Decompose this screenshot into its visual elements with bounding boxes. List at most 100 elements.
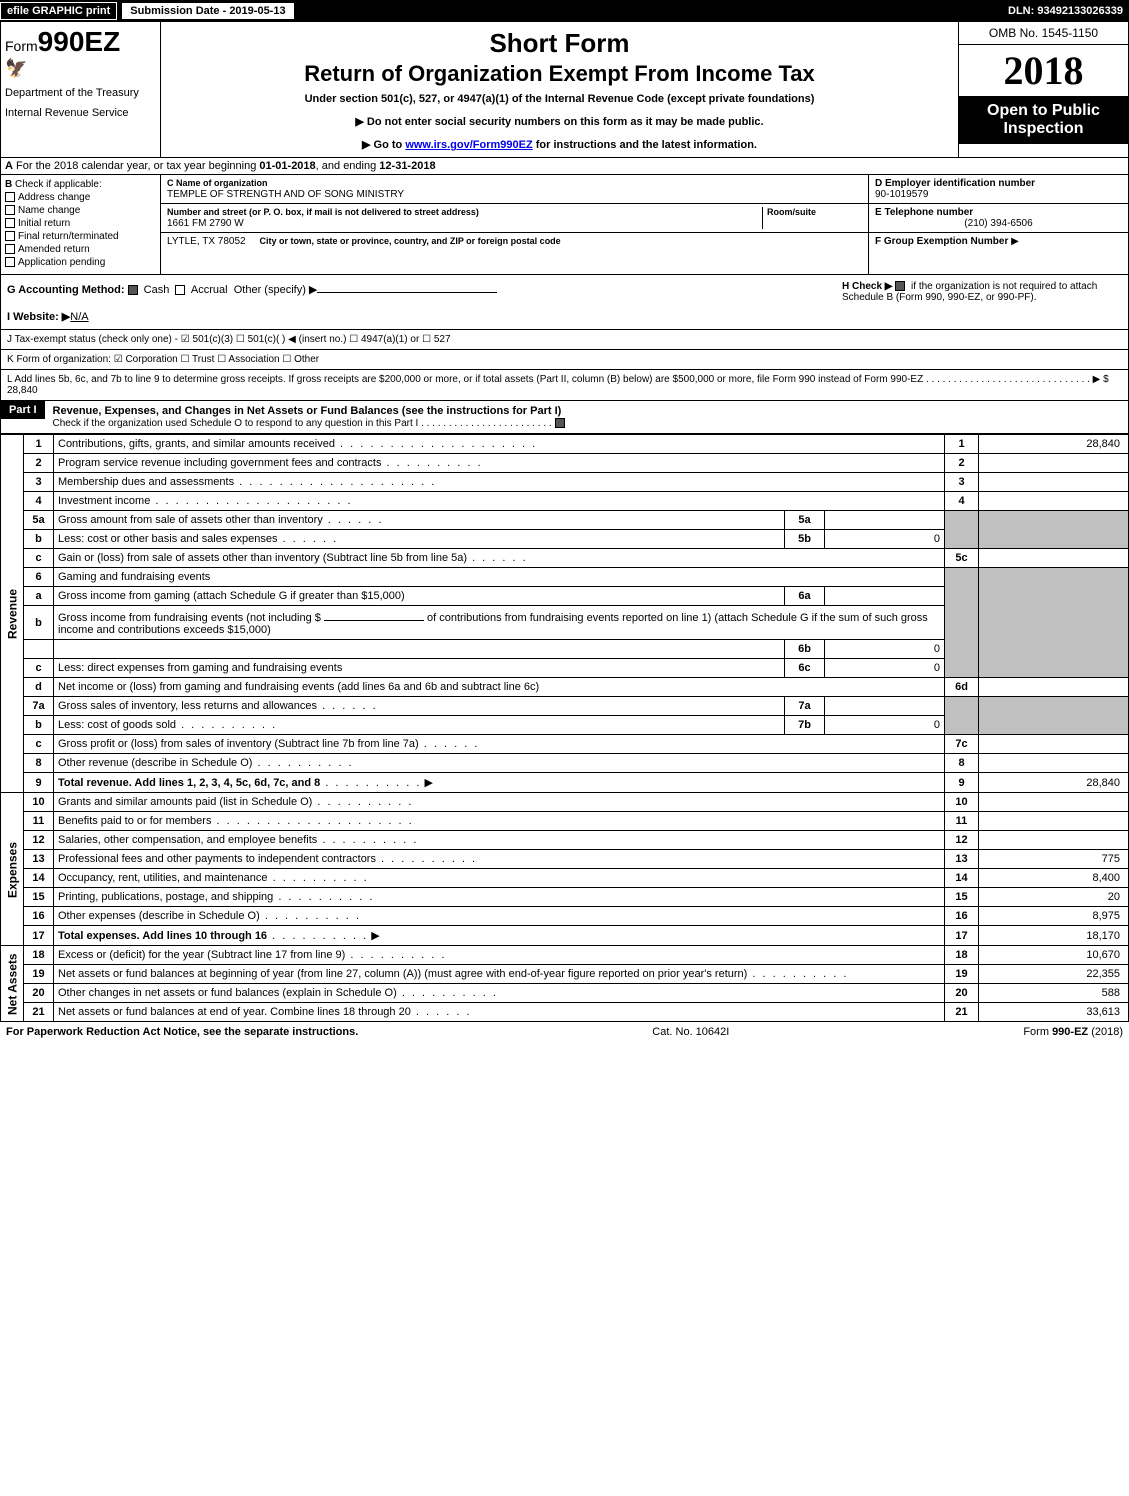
line10-val <box>979 793 1129 812</box>
arrow-line-2: ▶ Go to www.irs.gov/Form990EZ for instru… <box>167 138 952 151</box>
cash-label: Cash <box>144 284 170 296</box>
form-number: 990EZ <box>38 26 121 57</box>
line16-desc: Other expenses (describe in Schedule O) <box>58 910 260 922</box>
amt-num: 17 <box>945 926 979 946</box>
amt-num: 8 <box>945 754 979 773</box>
d-e-f-col: D Employer identification number 90-1019… <box>868 175 1128 274</box>
section-a-pre: For the 2018 calendar year, or tax year … <box>16 160 259 172</box>
cb-cash[interactable] <box>128 285 138 295</box>
cb-application-pending-label: Application pending <box>18 257 105 268</box>
cb-schedule-b[interactable] <box>895 281 905 291</box>
line-desc: Gross income from fundraising events (no… <box>54 606 945 640</box>
efile-print-button[interactable]: efile GRAPHIC print <box>0 2 117 20</box>
omb-number: OMB No. 1545-1150 <box>959 22 1128 45</box>
g-label: G Accounting Method: <box>7 284 125 296</box>
cb-address-change[interactable]: Address change <box>5 192 156 203</box>
line-desc: Gross sales of inventory, less returns a… <box>54 697 785 716</box>
table-row: d Net income or (loss) from gaming and f… <box>1 678 1129 697</box>
line1-desc: Contributions, gifts, grants, and simila… <box>58 438 537 450</box>
cb-initial-return[interactable]: Initial return <box>5 218 156 229</box>
short-form-title: Short Form <box>167 28 952 59</box>
line19-desc: Net assets or fund balances at beginning… <box>58 968 747 980</box>
amt-num: 15 <box>945 888 979 907</box>
shaded-cell <box>945 697 979 735</box>
line-num: b <box>24 530 54 549</box>
line18-val: 10,670 <box>979 946 1129 965</box>
table-row: 2 Program service revenue including gove… <box>1 454 1129 473</box>
line21-val: 33,613 <box>979 1003 1129 1022</box>
line-num: 19 <box>24 965 54 984</box>
line-desc: Net income or (loss) from gaming and fun… <box>54 678 945 697</box>
cb-schedule-o[interactable] <box>555 418 565 428</box>
amt-num: 13 <box>945 850 979 869</box>
line-desc: Less: cost or other basis and sales expe… <box>54 530 785 549</box>
line-num: 4 <box>24 492 54 511</box>
g-accounting: G Accounting Method: Cash Accrual Other … <box>7 281 842 296</box>
line-desc <box>54 640 785 659</box>
line13-desc: Professional fees and other payments to … <box>58 853 376 865</box>
line6b-mini: 0 <box>825 640 945 659</box>
accrual-label: Accrual <box>191 284 228 296</box>
l-text: L Add lines 5b, 6c, and 7b to line 9 to … <box>7 374 1109 385</box>
line-desc: Other changes in net assets or fund bala… <box>54 984 945 1003</box>
line-desc: Membership dues and assessments <box>54 473 945 492</box>
cb-amended-return[interactable]: Amended return <box>5 244 156 255</box>
mini-num: 6a <box>785 587 825 606</box>
line-num: 5a <box>24 511 54 530</box>
line-num: 12 <box>24 831 54 850</box>
table-row: 3 Membership dues and assessments 3 <box>1 473 1129 492</box>
street-value: 1661 FM 2790 W <box>167 218 244 229</box>
line-num: 20 <box>24 984 54 1003</box>
table-row: 13 Professional fees and other payments … <box>1 850 1129 869</box>
f-arrow: ▶ <box>1011 236 1019 247</box>
table-row: Revenue 1 Contributions, gifts, grants, … <box>1 435 1129 454</box>
section-a-mid: , and ending <box>316 160 380 172</box>
line-desc: Printing, publications, postage, and shi… <box>54 888 945 907</box>
i-website: I Website: ▶N/A <box>7 310 842 323</box>
header-left: Form990EZ 🦅 Department of the Treasury I… <box>1 22 161 157</box>
line19-val: 22,355 <box>979 965 1129 984</box>
line-desc: Benefits paid to or for members <box>54 812 945 831</box>
line11-val <box>979 812 1129 831</box>
irs-link[interactable]: www.irs.gov/Form990EZ <box>405 139 532 151</box>
cb-accrual[interactable] <box>175 285 185 295</box>
submission-date: Submission Date - 2019-05-13 <box>121 2 294 20</box>
shaded-cell <box>979 511 1129 549</box>
line-num: c <box>24 735 54 754</box>
line5b-desc: Less: cost or other basis and sales expe… <box>58 533 338 545</box>
other-specify-blank <box>317 281 497 293</box>
phone-cell: E Telephone number (210) 394-6506 <box>869 204 1128 233</box>
table-row: 4 Investment income 4 <box>1 492 1129 511</box>
part1-desc: Revenue, Expenses, and Changes in Net As… <box>45 401 1128 433</box>
shaded-cell <box>945 511 979 549</box>
line-num: 18 <box>24 946 54 965</box>
dept-irs: Internal Revenue Service <box>5 107 156 119</box>
cb-final-return[interactable]: Final return/terminated <box>5 231 156 242</box>
footer-left: For Paperwork Reduction Act Notice, see … <box>6 1026 358 1038</box>
line17-desc: Total expenses. Add lines 10 through 16 <box>58 930 267 942</box>
table-row: Expenses 10 Grants and similar amounts p… <box>1 793 1129 812</box>
line-desc: Total expenses. Add lines 10 through 16 … <box>54 926 945 946</box>
line7b-mini: 0 <box>825 716 945 735</box>
line-num: 14 <box>24 869 54 888</box>
amt-num: 5c <box>945 549 979 568</box>
street-label: Number and street (or P. O. box, if mail… <box>167 207 479 217</box>
line13-val: 775 <box>979 850 1129 869</box>
amt-num: 18 <box>945 946 979 965</box>
amt-num: 4 <box>945 492 979 511</box>
cb-final-return-label: Final return/terminated <box>18 231 119 242</box>
line-desc: Occupancy, rent, utilities, and maintena… <box>54 869 945 888</box>
line2-desc: Program service revenue including govern… <box>58 457 483 469</box>
city-value: LYTLE, TX 78052 <box>167 236 246 247</box>
mini-num: 6b <box>785 640 825 659</box>
city-cell: LYTLE, TX 78052 City or town, state or p… <box>161 233 868 250</box>
line18-desc: Excess or (deficit) for the year (Subtra… <box>58 949 345 961</box>
cb-application-pending[interactable]: Application pending <box>5 257 156 268</box>
city-label: City or town, state or province, country… <box>259 236 560 246</box>
line-num: 21 <box>24 1003 54 1022</box>
table-row: 21 Net assets or fund balances at end of… <box>1 1003 1129 1022</box>
cb-name-change[interactable]: Name change <box>5 205 156 216</box>
section-l: L Add lines 5b, 6c, and 7b to line 9 to … <box>0 370 1129 401</box>
line4-val <box>979 492 1129 511</box>
line-num: 2 <box>24 454 54 473</box>
